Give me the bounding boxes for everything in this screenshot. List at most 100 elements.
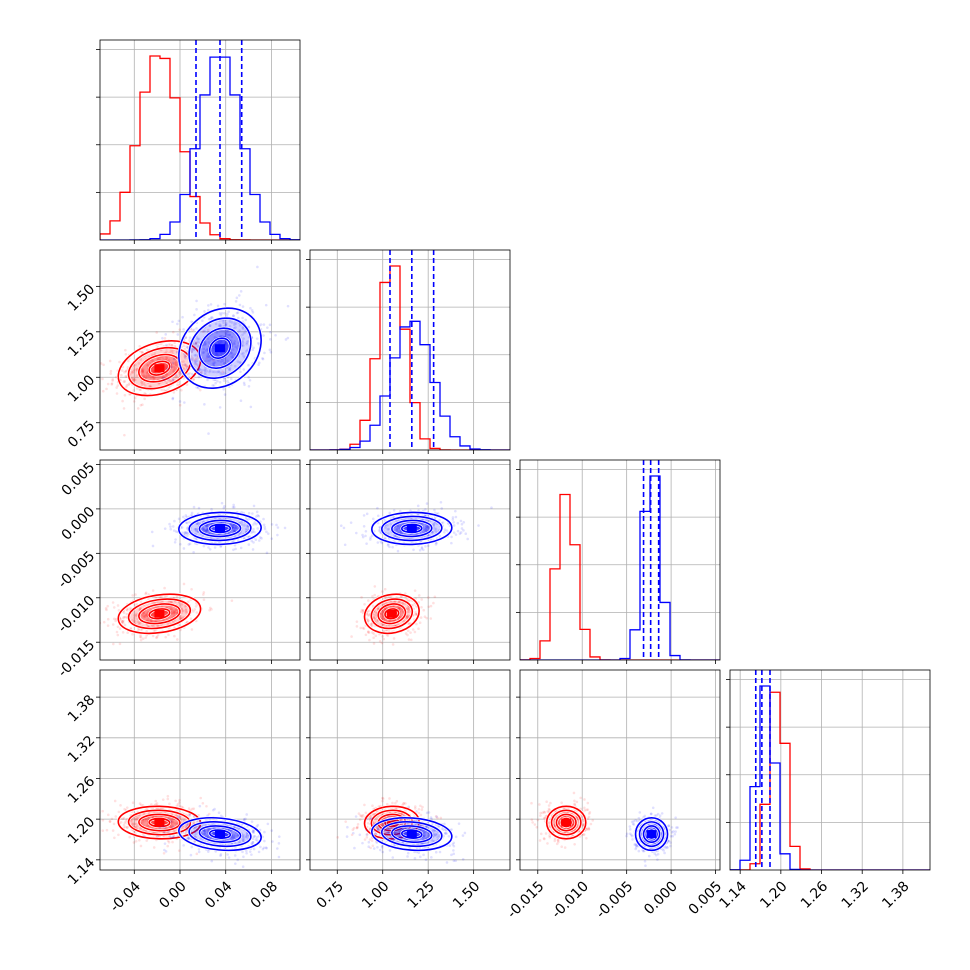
sample-point (137, 622, 141, 626)
sample-point (400, 608, 404, 612)
sample-point (247, 543, 251, 546)
sample-point (427, 596, 430, 599)
sample-point (406, 851, 410, 855)
sample-point (147, 374, 151, 377)
sample-point (223, 311, 226, 315)
sample-point (179, 617, 183, 620)
sample-point (191, 347, 195, 351)
sample-point (547, 804, 551, 807)
sample-point (156, 624, 160, 628)
sample-point (242, 833, 245, 837)
sample-point (184, 363, 187, 367)
sample-point (173, 634, 176, 638)
sample-point (425, 502, 429, 505)
sample-point (367, 614, 370, 617)
sample-point (223, 504, 226, 508)
sample-point (236, 344, 240, 348)
sample-point (210, 859, 214, 863)
sample-point (355, 531, 358, 535)
sample-point (413, 630, 417, 634)
sample-point (241, 838, 245, 842)
sample-point (423, 615, 427, 619)
panel-background (100, 460, 300, 660)
sample-point (142, 611, 145, 615)
sample-point (371, 595, 374, 598)
sample-point (182, 344, 186, 348)
sample-point (241, 850, 244, 854)
sample-point (182, 368, 186, 371)
sample-point (171, 525, 175, 528)
sample-point (374, 617, 377, 621)
sample-point (217, 341, 221, 345)
sample-point (161, 336, 164, 340)
sample-point (406, 615, 410, 619)
sample-point (450, 535, 453, 539)
sample-point (277, 835, 281, 838)
density-peak (215, 524, 225, 533)
sample-point (170, 344, 174, 347)
sample-point (121, 399, 124, 403)
sample-point (194, 342, 197, 346)
sample-point (252, 346, 255, 350)
sample-point (205, 524, 209, 528)
sample-point (152, 370, 156, 374)
sample-point (204, 342, 207, 346)
sample-point (367, 613, 371, 617)
sample-point (148, 619, 152, 623)
sample-point (190, 845, 194, 849)
sample-point (247, 325, 251, 329)
sample-point (198, 368, 202, 371)
sample-point (247, 518, 250, 521)
sample-point (432, 829, 435, 833)
sample-point (111, 601, 115, 604)
sample-point (178, 816, 182, 820)
sample-point (203, 329, 206, 333)
sample-point (415, 622, 418, 626)
sample-point (148, 385, 151, 388)
panel-frame (99, 459, 301, 661)
sample-point (211, 362, 215, 366)
sample-point (262, 323, 266, 326)
sample-point (122, 823, 126, 827)
sample-point (207, 304, 210, 307)
sample-point (114, 815, 118, 818)
sample-point (124, 353, 128, 356)
sample-point (404, 597, 407, 600)
sample-point (140, 383, 144, 386)
sample-point (111, 829, 115, 832)
sample-point (424, 545, 427, 548)
sample-point (407, 621, 411, 625)
sample-point (142, 611, 146, 614)
sample-point (226, 853, 229, 856)
sample-point (247, 385, 251, 388)
sample-point (245, 833, 249, 837)
sample-point (224, 323, 228, 327)
sample-point (222, 321, 225, 325)
sample-point (208, 608, 211, 612)
sample-point (125, 384, 129, 387)
sample-point (241, 327, 245, 330)
sample-point (152, 376, 155, 380)
sample-point (149, 619, 153, 623)
sample-point (131, 618, 134, 622)
sample-point (367, 845, 371, 849)
sample-point (432, 523, 435, 526)
sample-point (172, 529, 176, 532)
sample-point (417, 807, 421, 811)
sample-point (220, 311, 224, 315)
sample-point (440, 827, 444, 830)
sample-point (233, 526, 237, 529)
sample-point (407, 638, 411, 641)
sample-point (394, 801, 397, 805)
sample-point (163, 826, 167, 829)
sample-point (196, 340, 200, 344)
sample-point (378, 828, 381, 832)
sample-point (463, 831, 467, 835)
sample-point (203, 369, 207, 372)
sample-point (156, 834, 159, 838)
sample-point (206, 529, 209, 533)
sample-point (259, 323, 263, 326)
sample-point (434, 833, 437, 837)
sample-point (253, 834, 257, 838)
sample-point (203, 340, 207, 344)
